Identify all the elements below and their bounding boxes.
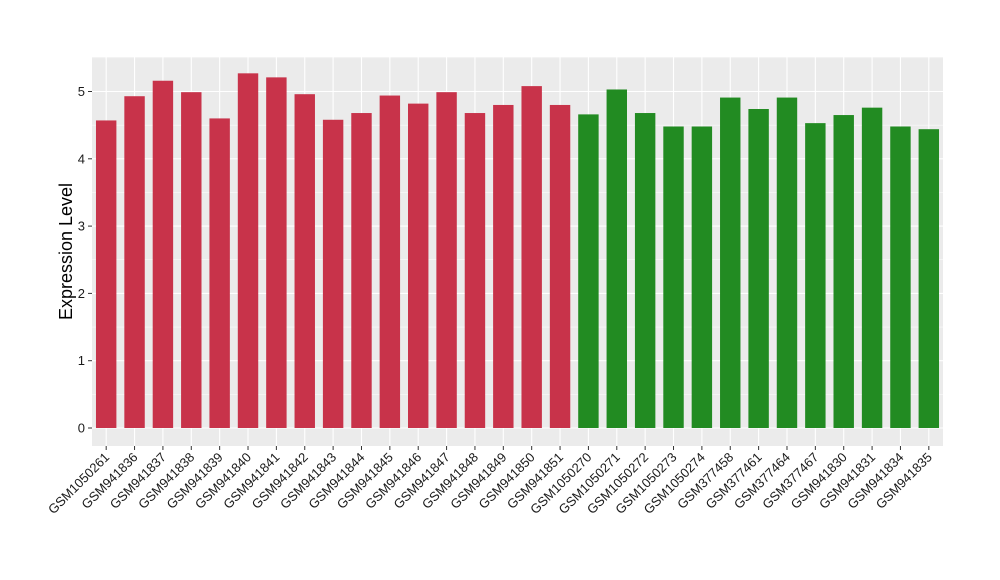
bar-GSM941836 [124, 96, 145, 428]
bar-GSM941843 [322, 119, 344, 429]
bar-GSM941837 [152, 80, 174, 429]
bar-GSM941844 [351, 113, 372, 428]
bar-GSM377461 [748, 108, 769, 429]
bar-GSM1050273 [663, 126, 684, 428]
y-tick-label: 5 [78, 84, 85, 99]
bar-GSM941830 [833, 115, 854, 429]
y-axis: 0 1 2 3 4 5 [78, 84, 92, 436]
bar-GSM941849 [493, 104, 514, 429]
bar-GSM941842 [294, 94, 315, 428]
bar-GSM1050274 [691, 126, 713, 428]
bar-GSM941835 [918, 129, 940, 429]
bar-GSM941847 [436, 92, 457, 428]
y-tick-label: 3 [78, 219, 85, 234]
y-axis-title: Expression Level [56, 183, 76, 320]
x-axis: GSM1050261GSM941836GSM941837GSM941838GSM… [45, 446, 935, 517]
bar-GSM941850 [521, 86, 542, 428]
bar-GSM941841 [266, 77, 287, 428]
bar-GSM941840 [237, 73, 259, 428]
bar-GSM941845 [379, 95, 401, 429]
plot-panel [92, 57, 943, 446]
y-tick-label: 0 [78, 421, 85, 436]
bar-GSM941839 [209, 118, 230, 429]
bar-GSM1050271 [606, 89, 627, 428]
bar-GSM377467 [805, 123, 826, 429]
bar-GSM1050270 [578, 114, 599, 428]
bar-GSM1050272 [634, 113, 656, 428]
bar-GSM941848 [464, 113, 486, 428]
bar-GSM377464 [776, 97, 798, 428]
bars [95, 73, 940, 429]
bar-GSM941851 [549, 104, 571, 429]
y-tick-label: 1 [78, 353, 85, 368]
bar-GSM941834 [890, 126, 911, 428]
bar-GSM941846 [408, 103, 429, 428]
bar-GSM941838 [181, 92, 202, 428]
bar-GSM377458 [720, 97, 741, 428]
y-tick-label: 4 [78, 151, 85, 166]
y-tick-label: 2 [78, 286, 85, 301]
bar-GSM941831 [861, 107, 883, 428]
bar-GSM1050261 [95, 120, 117, 429]
